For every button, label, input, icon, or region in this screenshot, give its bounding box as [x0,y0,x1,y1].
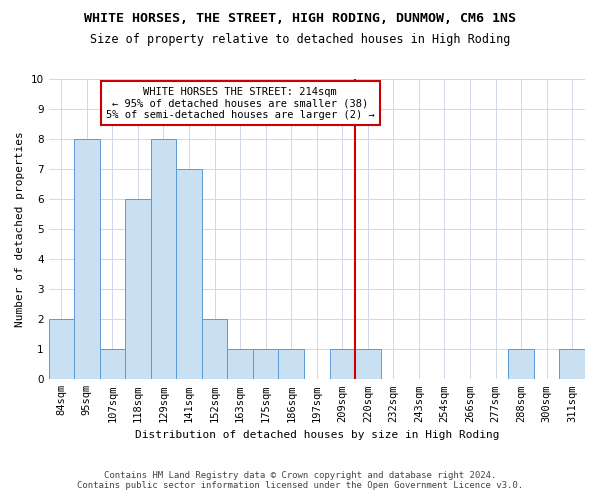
Bar [202,319,227,380]
Bar [125,199,151,380]
Text: WHITE HORSES THE STREET: 214sqm
← 95% of detached houses are smaller (38)
5% of : WHITE HORSES THE STREET: 214sqm ← 95% of… [106,86,374,120]
Bar [49,319,74,380]
Bar [329,350,355,380]
Text: Size of property relative to detached houses in High Roding: Size of property relative to detached ho… [90,32,510,46]
Bar [151,139,176,380]
Bar [74,139,100,380]
Bar [559,350,585,380]
Bar [278,350,304,380]
X-axis label: Distribution of detached houses by size in High Roding: Distribution of detached houses by size … [134,430,499,440]
Bar [253,350,278,380]
Bar [508,350,534,380]
Y-axis label: Number of detached properties: Number of detached properties [15,132,25,327]
Bar [176,169,202,380]
Text: Contains HM Land Registry data © Crown copyright and database right 2024.
Contai: Contains HM Land Registry data © Crown c… [77,470,523,490]
Bar [100,350,125,380]
Text: WHITE HORSES, THE STREET, HIGH RODING, DUNMOW, CM6 1NS: WHITE HORSES, THE STREET, HIGH RODING, D… [84,12,516,26]
Bar [227,350,253,380]
Bar [355,350,380,380]
